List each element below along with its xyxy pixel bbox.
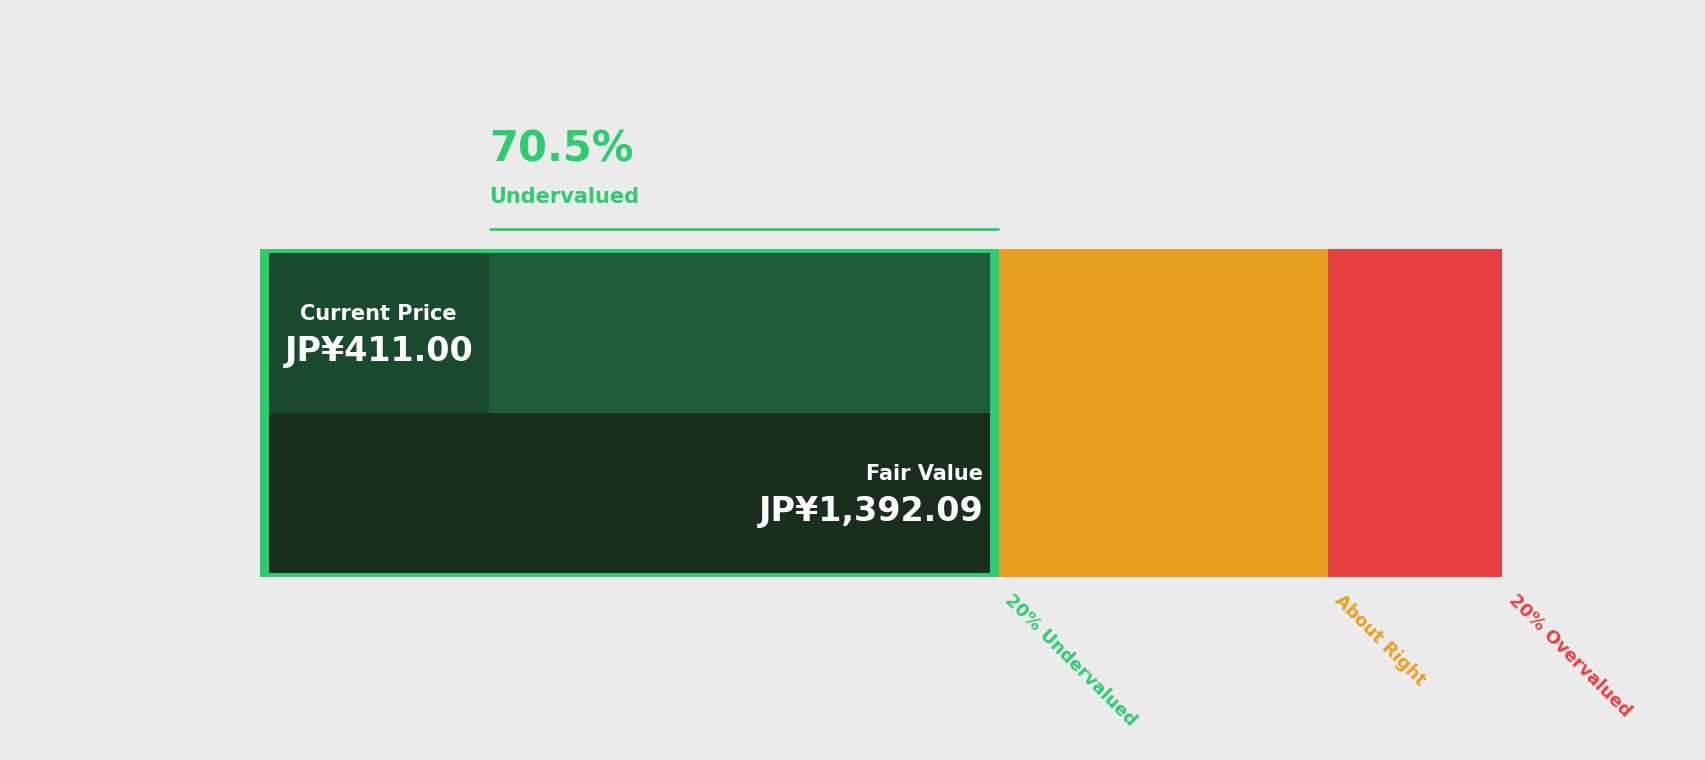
Bar [999,249,1328,577]
Text: 70.5%: 70.5% [488,128,633,171]
Text: 20% Undervalued: 20% Undervalued [1001,591,1139,730]
Text: Current Price: Current Price [300,305,457,325]
Text: 20% Overvalued: 20% Overvalued [1504,591,1633,721]
Bar [269,253,488,413]
Text: Fair Value: Fair Value [866,464,982,484]
Text: About Right: About Right [1330,591,1429,689]
Text: JP¥1,392.09: JP¥1,392.09 [759,496,982,528]
Bar [269,413,989,573]
Text: JP¥411.00: JP¥411.00 [285,335,472,369]
Bar [1328,249,1502,577]
Bar [259,249,999,577]
Text: Undervalued: Undervalued [488,186,638,207]
Bar [269,253,989,413]
